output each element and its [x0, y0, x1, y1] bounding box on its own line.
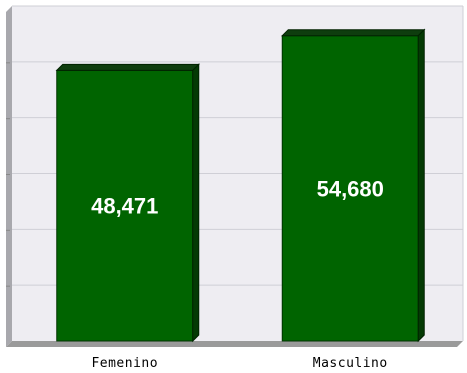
bar-top: [55, 63, 200, 71]
bar-masculino: [281, 28, 426, 343]
data-label: 54,680: [317, 176, 384, 201]
x-tick-label: Femenino: [91, 356, 158, 371]
bar-femenino: [55, 63, 200, 343]
bar-side: [417, 28, 425, 343]
bar-side: [192, 63, 200, 343]
data-label: 48,471: [91, 194, 158, 219]
bars: [55, 28, 426, 343]
bar-front: [281, 35, 419, 342]
floor: [6, 341, 463, 347]
bar-top: [281, 29, 426, 37]
data-labels: 48,471 54,680: [91, 176, 384, 218]
left-wall: [6, 6, 12, 347]
x-axis-tick-labels: Femenino Masculino: [91, 356, 387, 371]
x-tick-label: Masculino: [313, 356, 388, 371]
